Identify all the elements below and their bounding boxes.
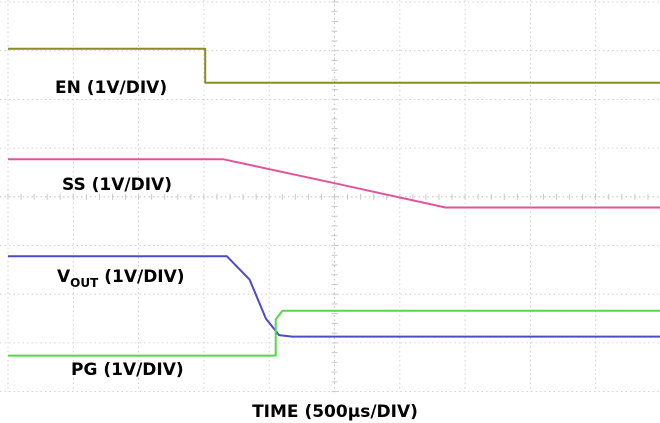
trace-label-ss: SS (1V/DIV) (62, 175, 172, 195)
trace-label-pg: PG (1V/DIV) (71, 360, 184, 380)
trace-label-vout-sub: OUT (70, 276, 99, 290)
trace-pg (8, 309, 660, 357)
trace-label-vout: VOUT (1V/DIV) (57, 267, 185, 290)
trace-vout (8, 255, 660, 338)
trace-ss (8, 158, 660, 209)
x-axis-label: TIME (500µs/DIV) (252, 402, 418, 422)
trace-label-vout-main: V (57, 267, 71, 287)
traces (8, 47, 660, 357)
grid (0, 0, 660, 393)
trace-label-en: EN (1V/DIV) (55, 78, 167, 98)
trace-label-vout-rest: (1V/DIV) (98, 267, 184, 287)
trace-en (8, 47, 660, 84)
